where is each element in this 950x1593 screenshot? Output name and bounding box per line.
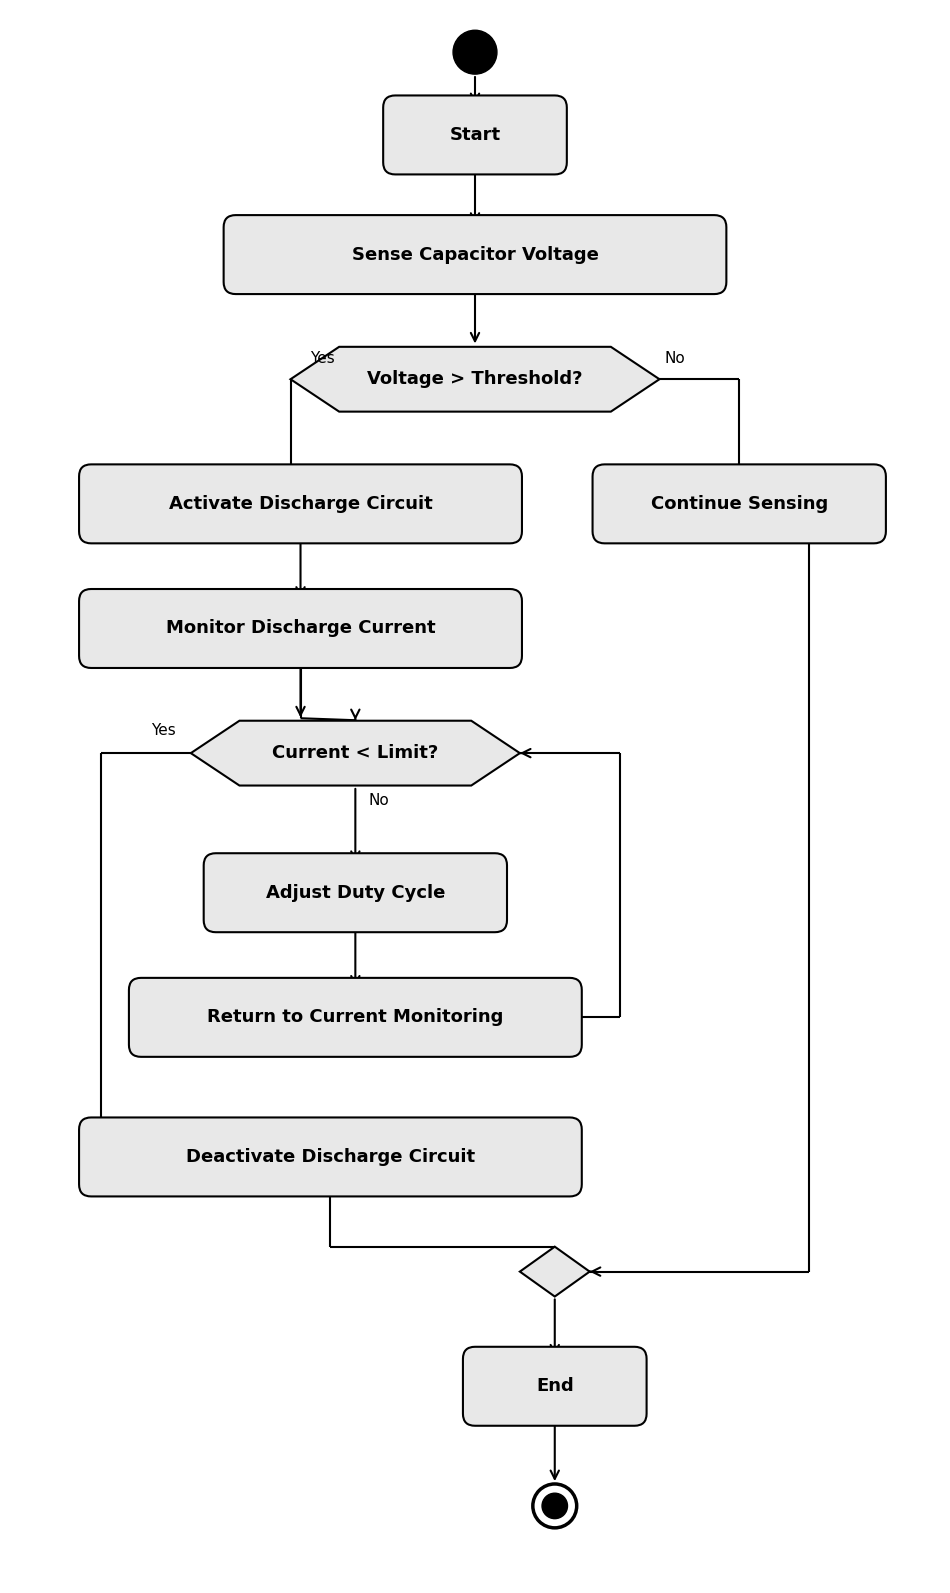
FancyBboxPatch shape (129, 978, 581, 1056)
Circle shape (533, 1485, 577, 1528)
Text: Monitor Discharge Current: Monitor Discharge Current (165, 620, 435, 637)
Text: Sense Capacitor Voltage: Sense Capacitor Voltage (352, 245, 598, 263)
FancyBboxPatch shape (79, 1117, 581, 1196)
Text: No: No (664, 352, 685, 366)
FancyBboxPatch shape (223, 215, 727, 295)
FancyBboxPatch shape (593, 465, 886, 543)
Text: Adjust Duty Cycle: Adjust Duty Cycle (266, 884, 445, 902)
FancyBboxPatch shape (203, 854, 507, 932)
Circle shape (453, 30, 497, 75)
Polygon shape (520, 1247, 590, 1297)
Text: Return to Current Monitoring: Return to Current Monitoring (207, 1008, 504, 1026)
Text: Start: Start (449, 126, 501, 143)
Text: Activate Discharge Circuit: Activate Discharge Circuit (169, 495, 432, 513)
Polygon shape (291, 347, 659, 411)
Text: Voltage > Threshold?: Voltage > Threshold? (368, 370, 582, 389)
Text: Yes: Yes (151, 723, 176, 738)
Text: End: End (536, 1378, 574, 1395)
Text: Yes: Yes (311, 352, 335, 366)
Text: Deactivate Discharge Circuit: Deactivate Discharge Circuit (186, 1149, 475, 1166)
FancyBboxPatch shape (463, 1346, 647, 1426)
FancyBboxPatch shape (79, 589, 522, 667)
Polygon shape (191, 720, 520, 785)
Text: No: No (369, 793, 390, 808)
FancyBboxPatch shape (383, 96, 567, 174)
Text: Continue Sensing: Continue Sensing (651, 495, 827, 513)
FancyBboxPatch shape (79, 465, 522, 543)
Text: Current < Limit?: Current < Limit? (273, 744, 439, 761)
Circle shape (542, 1493, 567, 1518)
